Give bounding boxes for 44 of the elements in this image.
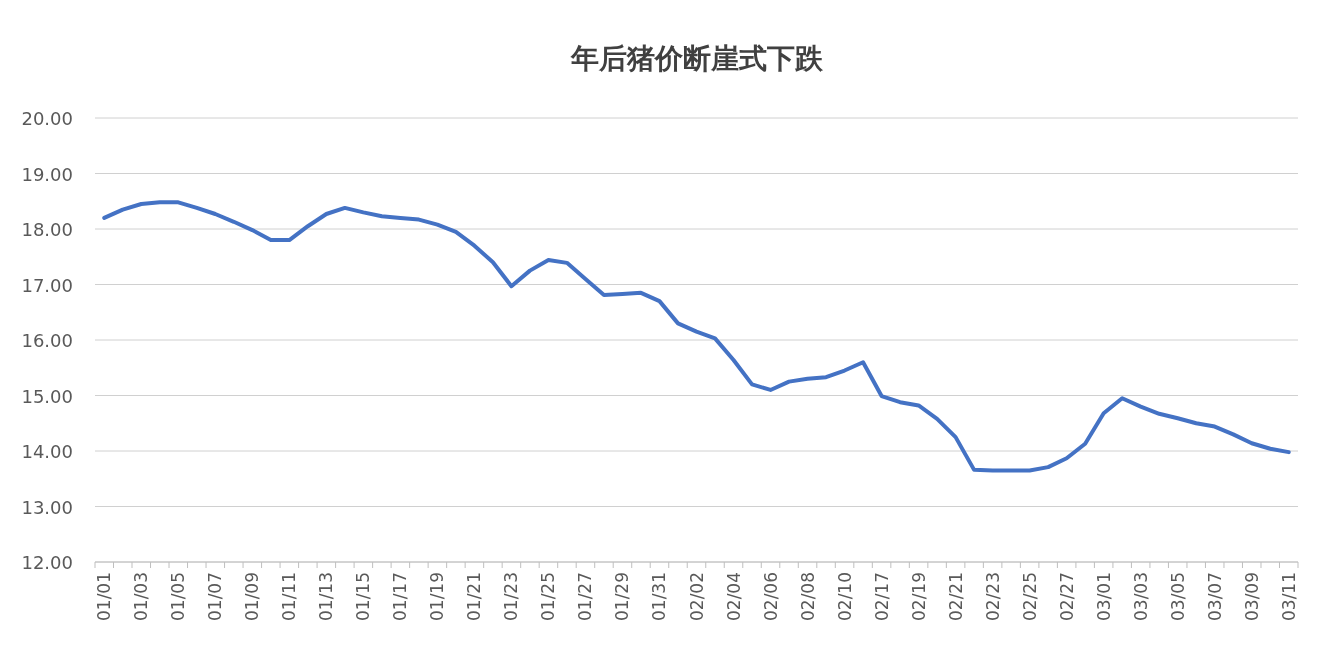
- y-tick-label: 17.00: [21, 274, 73, 296]
- x-tick-label: 01/05: [168, 572, 189, 621]
- x-tick-label: 03/09: [1241, 572, 1262, 621]
- x-tick-label: 02/04: [723, 572, 744, 621]
- x-tick-label: 01/21: [464, 572, 485, 621]
- x-tick-label: 02/08: [797, 572, 818, 621]
- x-tick-label: 02/25: [1019, 572, 1040, 621]
- x-tick-label: 02/21: [945, 572, 966, 621]
- x-tick-label: 02/27: [1056, 572, 1077, 621]
- y-tick-label: 12.00: [21, 552, 73, 573]
- x-tick-label: 03/07: [1204, 572, 1225, 621]
- y-tick-label: 20.00: [21, 108, 73, 129]
- y-tick-label: 16.00: [21, 330, 73, 351]
- x-tick-label: 02/23: [982, 572, 1003, 621]
- x-tick-label: 03/11: [1278, 572, 1299, 621]
- x-tick-label: 01/25: [538, 572, 559, 621]
- x-tick-label: 01/23: [501, 572, 522, 621]
- y-tick-label: 15.00: [21, 385, 73, 407]
- x-tick-label: 02/19: [908, 572, 929, 621]
- x-tick-label: 01/01: [94, 572, 115, 621]
- y-tick-label: 19.00: [21, 163, 73, 185]
- x-tick-label: 02/06: [760, 572, 781, 621]
- x-tick-label: 01/19: [427, 572, 448, 621]
- x-tick-label: 01/07: [205, 572, 226, 621]
- y-tick-label: 18.00: [21, 219, 73, 240]
- y-tick-label: 14.00: [21, 441, 73, 462]
- x-tick-label: 03/03: [1130, 572, 1151, 621]
- x-tick-label: 02/02: [686, 572, 707, 621]
- line-series: [102, 200, 1291, 473]
- x-tick-label: 01/17: [390, 572, 411, 621]
- x-tick-label: 01/09: [242, 572, 263, 621]
- y-tick-label: 13.00: [21, 496, 73, 518]
- x-tick-label: 01/31: [649, 572, 670, 621]
- x-tick-label: 01/13: [316, 572, 337, 621]
- x-tick-label: 02/17: [871, 572, 892, 621]
- x-tick-label: 01/03: [131, 572, 152, 621]
- x-tick-label: 03/05: [1167, 572, 1188, 621]
- x-tick-label: 03/01: [1093, 572, 1114, 621]
- x-tick-label: 01/11: [279, 572, 300, 621]
- x-tick-label: 02/10: [834, 572, 855, 621]
- chart-title: 年后猪价断崖式下跌: [569, 42, 824, 75]
- x-tick-label: 01/15: [353, 572, 374, 621]
- x-tick-label: 01/29: [612, 572, 633, 621]
- x-tick-label: 01/27: [575, 572, 596, 621]
